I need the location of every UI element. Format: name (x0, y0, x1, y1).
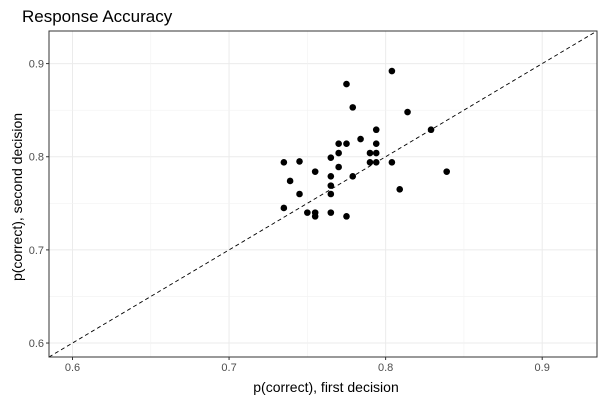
data-point (335, 140, 342, 148)
data-point (372, 159, 380, 166)
data-point (335, 149, 342, 157)
x-tick-label: 0.7 (221, 362, 236, 374)
data-point (311, 209, 319, 216)
data-point (366, 149, 374, 157)
data-point (296, 158, 303, 165)
y-axis-ticks: 0.6 0.7 0.8 0.9 (29, 59, 49, 350)
data-point (280, 159, 288, 166)
data-point (327, 182, 335, 189)
x-tick-label: 0.8 (378, 362, 393, 374)
data-point (327, 173, 335, 180)
grid-minor (49, 31, 597, 357)
y-tick-label: 0.9 (29, 59, 44, 71)
y-tick-label: 0.8 (29, 152, 44, 164)
data-point (404, 108, 411, 116)
data-point (372, 149, 380, 157)
data-point (311, 168, 319, 175)
data-point (296, 190, 303, 198)
data-point (327, 209, 335, 216)
data-point (396, 186, 404, 193)
data-point (280, 204, 288, 212)
data-point (286, 177, 294, 185)
data-point (372, 140, 380, 148)
data-point (372, 126, 380, 134)
data-point (343, 213, 350, 220)
data-point (343, 80, 350, 88)
x-axis-label: p(correct), first decision (253, 379, 398, 395)
data-point (327, 154, 335, 161)
data-point (366, 159, 374, 166)
data-point (427, 126, 435, 134)
data-point (388, 67, 396, 75)
chart-title: Response Accuracy (22, 7, 173, 26)
data-point (349, 173, 357, 180)
x-tick-label: 0.6 (65, 362, 80, 374)
data-point (343, 140, 350, 148)
data-point (443, 168, 450, 175)
y-tick-label: 0.7 (29, 245, 44, 257)
data-point (327, 190, 335, 198)
x-tick-label: 0.9 (535, 362, 550, 374)
data-point (304, 209, 311, 216)
x-axis-ticks: 0.6 0.7 0.8 0.9 (65, 357, 550, 374)
data-points (280, 67, 450, 220)
data-point (388, 159, 396, 166)
y-tick-label: 0.6 (29, 338, 44, 350)
reference-line (48, 30, 598, 358)
y-axis-label: p(correct), second decision (9, 113, 25, 281)
data-point (357, 135, 364, 143)
data-point (349, 104, 357, 111)
grid-major (49, 31, 597, 357)
data-point (335, 163, 342, 171)
panel-border (48, 30, 598, 358)
